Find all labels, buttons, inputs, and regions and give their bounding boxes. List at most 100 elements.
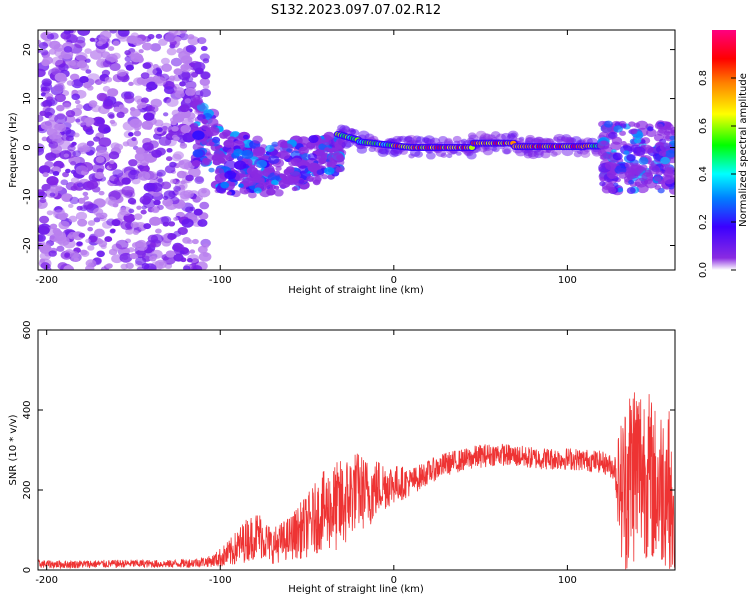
spectrogram-blob [155, 147, 166, 156]
spectrogram-blob [38, 39, 42, 45]
spectrogram-blob [89, 49, 103, 60]
spectrogram-blob [501, 132, 511, 141]
spectrogram-blob [40, 92, 47, 97]
spectrogram-blob [527, 150, 539, 160]
spectrogram-x-tick-label: 100 [558, 275, 577, 286]
spectrogram-blob [107, 46, 115, 51]
spectrogram-blob [140, 97, 149, 104]
spectrogram-blob [108, 248, 118, 256]
spectrogram-blob [194, 67, 204, 75]
spectrogram-blob [158, 38, 168, 46]
spectrogram-blob [638, 157, 649, 165]
spectrogram-blob [116, 111, 125, 119]
spectrogram-blob [660, 156, 670, 165]
spectrogram-blob [112, 52, 121, 60]
spectrogram-blob [636, 120, 649, 130]
spectrogram-blob [54, 234, 67, 244]
spectrogram-blob [45, 152, 57, 161]
spectrogram-blob [138, 49, 144, 54]
spectrogram-blob [85, 122, 92, 127]
spectrogram-blob [103, 98, 114, 107]
spectrogram-y-tick-label: 10 [22, 92, 33, 105]
spectrogram-blob [113, 106, 121, 113]
spectrogram-blob [273, 170, 281, 176]
spectrogram-blob [182, 236, 191, 244]
spectrogram-blob [117, 30, 130, 37]
spectrogram-blob [491, 131, 501, 139]
spectrogram-blob [39, 197, 47, 204]
colorbar-ticks: 0.0 0.2 0.4 0.6 0.8 [698, 70, 736, 278]
spectrogram-blob [607, 186, 617, 194]
spectrogram-blob [171, 125, 179, 132]
spectrogram-blob [38, 146, 45, 156]
spectrogram-blob [265, 144, 275, 153]
spectrogram-blob [212, 158, 222, 166]
spectrogram-blob [40, 262, 50, 270]
spectrogram-blob [77, 30, 91, 36]
spectrogram-blob [628, 164, 642, 175]
spectrogram-blob [141, 120, 154, 130]
spectrogram-blob [173, 253, 184, 262]
spectrogram-blob [54, 72, 67, 82]
spectrogram-blob [87, 245, 95, 251]
spectrogram-blob [219, 131, 228, 139]
spectrogram-blob [99, 30, 112, 40]
spectrogram-blob [65, 168, 71, 174]
spectrogram-blob [151, 206, 160, 214]
spectrogram-blob [124, 55, 133, 63]
spectrogram-blob [141, 42, 153, 51]
spectrogram-blob [446, 153, 453, 159]
spectrogram-blob [510, 132, 518, 138]
spectrogram-blob [230, 181, 236, 187]
spectrogram-blob [128, 169, 141, 180]
spectrogram-blob [266, 188, 276, 196]
spectrogram-blob [161, 63, 173, 72]
spectrogram-blob [163, 86, 175, 95]
spectrogram-y-tick-label: -10 [22, 188, 33, 204]
spectrogram-blob [208, 167, 215, 173]
spectrogram-blob [142, 62, 152, 70]
spectrogram-blob [162, 221, 170, 227]
spectrogram-blob [566, 137, 574, 144]
spectrogram-blob [84, 48, 92, 54]
spectrogram-blob [639, 164, 648, 171]
spectrogram-blob [96, 41, 104, 47]
spectrogram-blob [104, 236, 113, 243]
snr-plot-area [38, 330, 675, 570]
spectrogram-blob [161, 215, 172, 224]
spectrogram-blob [269, 184, 277, 190]
spectrogram-y-label: Frequency (Hz) [8, 112, 19, 188]
spectrogram-blob [426, 152, 436, 160]
spectrogram-blob [226, 191, 232, 196]
spectrogram-blob [324, 167, 335, 175]
spectrogram-blob [321, 174, 329, 180]
spectrogram-blob [128, 81, 134, 86]
spectrogram-blob [501, 146, 512, 155]
snr-marks [38, 392, 675, 570]
spectrogram-blob [51, 56, 64, 66]
spectrogram-blob [156, 169, 166, 177]
spectrogram-blob [54, 93, 66, 103]
spectrogram-x-label: Height of straight line (km) [288, 285, 424, 296]
snr-series-line [38, 392, 675, 570]
spectrogram-blob [194, 176, 205, 184]
spectrogram-blob [208, 141, 215, 147]
spectrogram-blob [654, 184, 662, 191]
spectrogram-blob [628, 121, 636, 127]
snr-y-label: SNR (10 * v/v) [8, 414, 19, 485]
spectrogram-blob [175, 36, 182, 42]
spectrogram-blob [150, 43, 162, 52]
spectrogram-blob [63, 153, 70, 158]
spectrogram-blob [94, 171, 105, 180]
spectrogram-blob [130, 221, 140, 229]
spectrogram-blob [140, 159, 149, 166]
spectrogram-blob [69, 60, 77, 66]
spectrogram-blob [603, 120, 613, 128]
spectrogram-blob [110, 142, 120, 150]
spectrogram-blob [133, 77, 144, 86]
spectrogram-blob [45, 119, 58, 129]
spectrogram-blob [599, 181, 606, 187]
spectrogram-blob [52, 131, 62, 140]
spectrogram-blob [111, 219, 121, 227]
spectrogram-blob [80, 250, 90, 257]
